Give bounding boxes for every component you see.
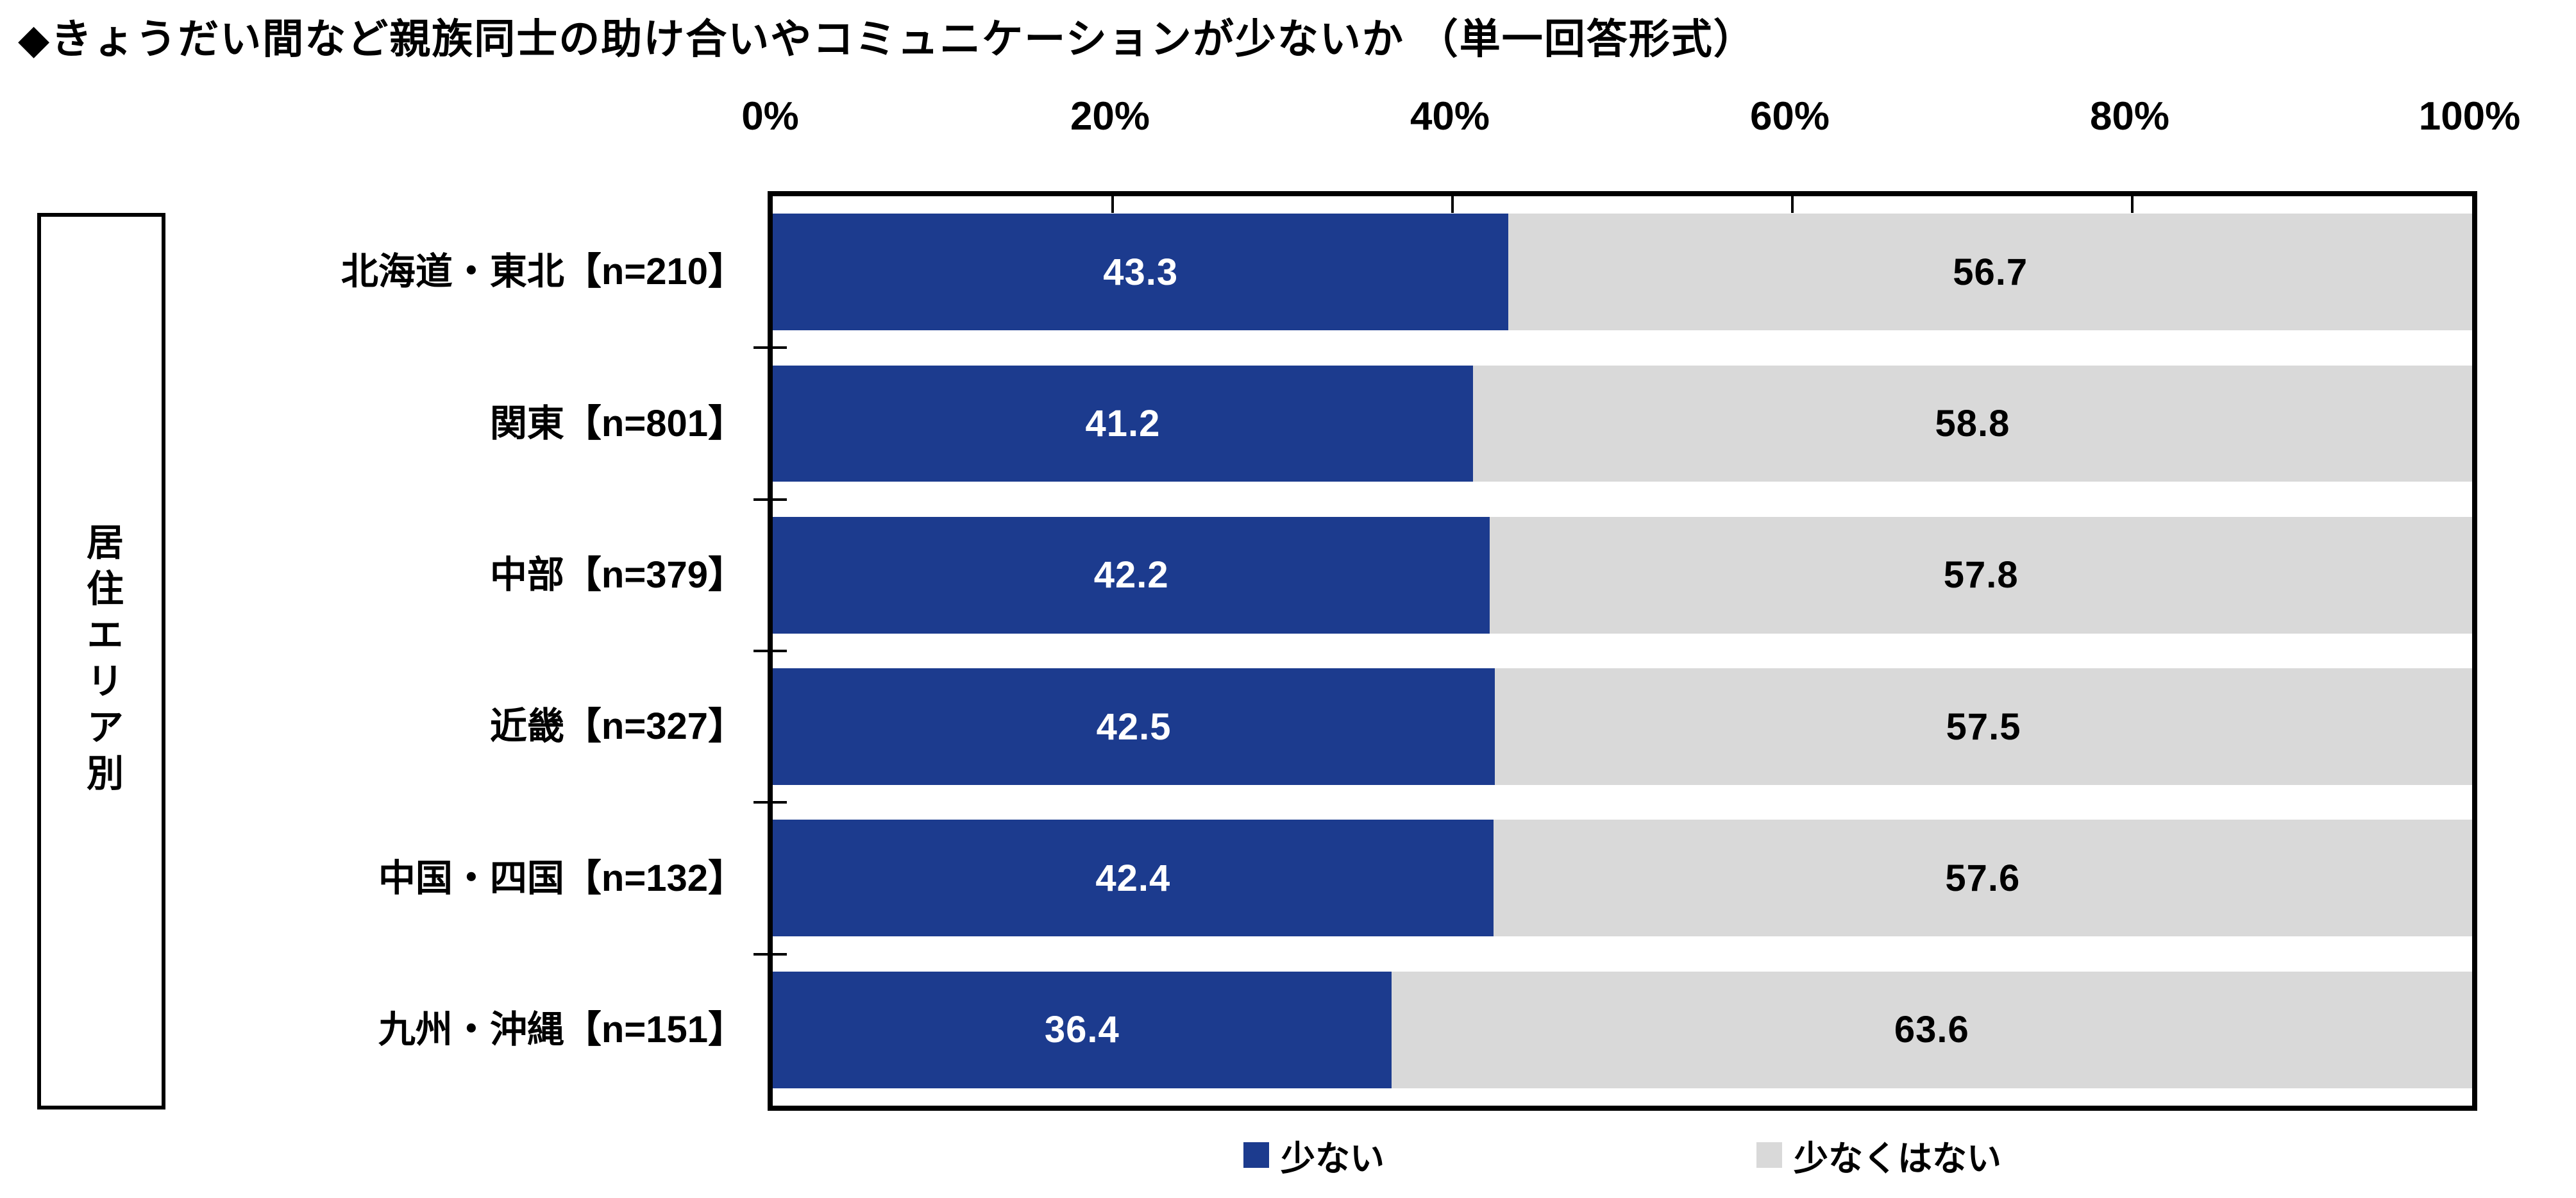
x-axis-tick-labels: 0% 20% 40% 60% 80% 100%: [741, 94, 2520, 158]
category-label: 北海道・東北【n=210】: [341, 251, 745, 292]
x-axis-tick-label: 60%: [1749, 94, 1830, 139]
x-axis-tick-mark: [2131, 196, 2134, 213]
y-axis-tick-mark: [753, 801, 787, 804]
bar-row: 41.2 58.8: [773, 348, 2472, 499]
x-axis-tick-label: 0%: [741, 94, 799, 139]
bar-segment-sukunai: 42.5: [773, 668, 1495, 786]
legend-item-sukunai: 少ない: [1243, 1130, 1385, 1181]
x-axis-tick-label: 20%: [1070, 94, 1150, 139]
stacked-bar: 41.2 58.8: [773, 365, 2472, 482]
bar-row: 42.2 57.8: [773, 500, 2472, 651]
legend-marker-blue-icon: [1243, 1142, 1269, 1168]
bar-value-label: 42.2: [1093, 554, 1169, 596]
stacked-bar: 42.5 57.5: [773, 668, 2472, 786]
x-axis-tick-mark: [1451, 196, 1454, 213]
legend-marker-gray-icon: [1756, 1142, 1782, 1168]
bar-value-label: 57.6: [1945, 857, 2021, 899]
bar-segment-sukunakuwanai: 63.6: [1391, 971, 2472, 1088]
y-axis-tick-mark: [753, 952, 787, 956]
legend-label: 少なくはない: [1794, 1139, 2001, 1178]
category-label: 中国・四国【n=132】: [378, 857, 745, 899]
bar-row: 42.5 57.5: [773, 651, 2472, 802]
chart-title: ◆きょうだい間など親族同士の助け合いやコミュニケーションが少ないか （単一回答形…: [18, 16, 1756, 62]
stacked-bar: 42.4 57.6: [773, 820, 2472, 937]
y-axis-tick-mark: [753, 498, 787, 501]
bar-value-label: 56.7: [1953, 251, 2028, 293]
x-axis-tick-label: 100%: [2418, 94, 2521, 139]
legend-item-sukunakuwanai: 少なくはない: [1756, 1130, 2001, 1181]
y-axis-tick-mark: [753, 650, 787, 652]
bar-value-label: 42.4: [1095, 857, 1171, 899]
bar-segment-sukunakuwanai: 57.5: [1495, 668, 2472, 786]
bar-value-label: 57.5: [1946, 705, 2021, 748]
bar-value-label: 41.2: [1085, 402, 1161, 444]
bar-row: 43.3 56.7: [773, 196, 2472, 348]
bar-value-label: 57.8: [1943, 554, 2019, 596]
bar-value-label: 42.5: [1096, 705, 1172, 748]
stacked-bar: 42.2 57.8: [773, 516, 2472, 634]
bar-row: 36.4 63.6: [773, 954, 2472, 1106]
stacked-bar: 36.4 63.6: [773, 971, 2472, 1088]
x-axis-tick-mark: [1791, 196, 1794, 213]
bar-segment-sukunai: 36.4: [773, 971, 1392, 1088]
bar-value-label: 36.4: [1044, 1009, 1120, 1051]
bar-segment-sukunai: 41.2: [773, 365, 1473, 482]
category-label: 関東【n=801】: [489, 403, 745, 444]
bar-value-label: 63.6: [1894, 1009, 1969, 1051]
x-axis-tick-label: 40%: [1410, 94, 1490, 139]
stacked-bar: 43.3 56.7: [773, 214, 2472, 331]
group-label: 居住エリア別: [81, 523, 122, 800]
bar-segment-sukunakuwanai: 57.8: [1490, 516, 2472, 634]
bar-segment-sukunai: 42.4: [773, 820, 1494, 937]
y-axis-tick-mark: [753, 346, 787, 350]
bar-segment-sukunakuwanai: 58.8: [1472, 365, 2472, 482]
bar-segment-sukunakuwanai: 57.6: [1493, 820, 2472, 937]
group-label-box: 居住エリア別: [37, 213, 165, 1109]
bar-segment-sukunai: 42.2: [773, 516, 1490, 634]
category-label: 中部【n=379】: [489, 554, 745, 596]
category-label: 近畿【n=327】: [489, 705, 745, 747]
category-labels: 北海道・東北【n=210】関東【n=801】 中部【n=379】 近畿【n=327】…: [0, 191, 745, 1111]
bar-segment-sukunakuwanai: 56.7: [1508, 214, 2472, 331]
plot-area: 43.3 56.7 41.2 58.8 42.2 57.8 42.5 57.5 42.4 57.6…: [753, 191, 2477, 1111]
bar-value-label: 43.3: [1103, 251, 1179, 293]
bar-segment-sukunai: 43.3: [773, 214, 1509, 331]
legend-label: 少ない: [1281, 1139, 1385, 1178]
legend: 少ない 少なくはない: [768, 1126, 2477, 1184]
x-axis-tick-mark: [1111, 196, 1114, 213]
category-label: 九州・沖縄【n=151】: [378, 1009, 745, 1050]
bar-value-label: 58.8: [1935, 402, 2010, 444]
bar-row: 42.4 57.6: [773, 802, 2472, 954]
x-axis-tick-label: 80%: [2089, 94, 2170, 139]
